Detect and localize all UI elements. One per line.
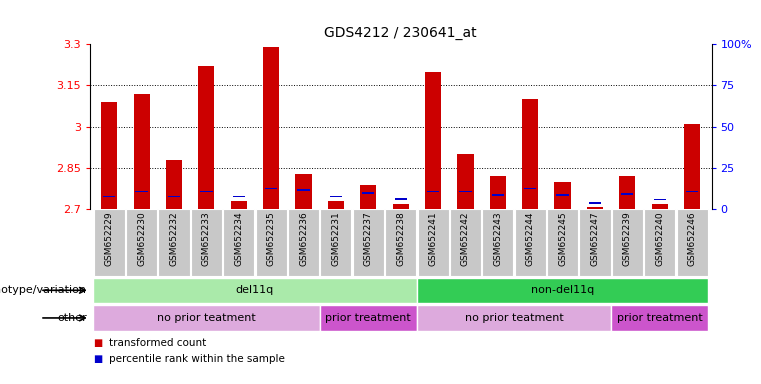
Bar	[158, 209, 189, 276]
Text: GSM652246: GSM652246	[688, 211, 696, 266]
Bar	[328, 201, 344, 209]
Text: non-del11q: non-del11q	[531, 285, 594, 295]
Bar	[492, 194, 504, 195]
Bar	[353, 209, 384, 276]
Text: del11q: del11q	[236, 285, 274, 295]
Bar	[231, 201, 247, 209]
Bar	[651, 204, 668, 209]
Text: ■: ■	[94, 338, 103, 348]
Bar	[524, 188, 537, 189]
Bar	[103, 195, 116, 197]
Text: GSM652230: GSM652230	[137, 211, 146, 266]
Bar	[265, 188, 277, 189]
Bar	[587, 207, 603, 209]
Bar	[621, 193, 633, 195]
Text: GSM652236: GSM652236	[299, 211, 308, 266]
Bar	[556, 194, 568, 195]
Bar	[320, 305, 417, 331]
Bar	[256, 209, 287, 276]
Text: other: other	[57, 313, 87, 323]
Bar	[385, 209, 416, 276]
Bar	[555, 182, 571, 209]
Text: GSM652241: GSM652241	[428, 211, 438, 266]
Bar	[320, 209, 352, 276]
Text: ■: ■	[94, 354, 103, 364]
Text: GSM652239: GSM652239	[622, 211, 632, 266]
Bar	[233, 195, 245, 197]
Bar	[394, 198, 407, 200]
Bar	[295, 174, 311, 209]
Bar	[450, 209, 481, 276]
Bar	[168, 195, 180, 197]
Bar	[417, 278, 708, 303]
Text: GSM652237: GSM652237	[364, 211, 373, 266]
Bar	[547, 209, 578, 276]
Bar	[288, 209, 319, 276]
Bar	[460, 190, 472, 192]
Bar	[644, 209, 675, 276]
Bar	[135, 190, 148, 192]
Text: prior treatment: prior treatment	[617, 313, 702, 323]
Bar	[126, 209, 158, 276]
Bar	[223, 209, 254, 276]
Bar	[166, 160, 182, 209]
Bar	[330, 195, 342, 197]
Bar	[263, 47, 279, 209]
Text: no prior teatment: no prior teatment	[157, 313, 256, 323]
Bar	[677, 209, 708, 276]
Text: prior treatment: prior treatment	[326, 313, 411, 323]
Text: GSM652245: GSM652245	[558, 211, 567, 266]
Text: percentile rank within the sample: percentile rank within the sample	[109, 354, 285, 364]
Bar	[199, 66, 215, 209]
Bar	[133, 94, 150, 209]
Text: GSM652233: GSM652233	[202, 211, 211, 266]
Bar	[362, 192, 374, 194]
Bar	[191, 209, 222, 276]
Bar	[619, 176, 635, 209]
Bar	[684, 124, 700, 209]
Text: transformed count: transformed count	[109, 338, 206, 348]
Bar	[417, 305, 611, 331]
Bar	[393, 204, 409, 209]
Title: GDS4212 / 230641_at: GDS4212 / 230641_at	[324, 26, 477, 40]
Text: genotype/variation: genotype/variation	[0, 285, 87, 295]
Bar	[482, 209, 514, 276]
Text: GSM652244: GSM652244	[526, 211, 535, 266]
Bar	[457, 154, 473, 209]
Bar	[654, 199, 666, 200]
Text: GSM652242: GSM652242	[461, 211, 470, 266]
Bar	[686, 190, 699, 192]
Bar	[514, 209, 546, 276]
Bar	[298, 189, 310, 190]
Bar	[94, 209, 125, 276]
Bar	[101, 102, 117, 209]
Text: GSM652231: GSM652231	[331, 211, 340, 266]
Bar	[200, 190, 212, 192]
Bar	[611, 305, 708, 331]
Text: GSM652238: GSM652238	[396, 211, 405, 266]
Text: GSM652235: GSM652235	[266, 211, 275, 266]
Bar	[490, 176, 506, 209]
Text: GSM652240: GSM652240	[655, 211, 664, 266]
Bar	[427, 190, 439, 192]
Text: GSM652232: GSM652232	[170, 211, 179, 266]
Bar	[93, 278, 417, 303]
Text: GSM652229: GSM652229	[105, 211, 113, 266]
Bar	[612, 209, 643, 276]
Text: no prior teatment: no prior teatment	[465, 313, 563, 323]
Bar	[425, 72, 441, 209]
Text: GSM652234: GSM652234	[234, 211, 244, 266]
Bar	[418, 209, 448, 276]
Bar	[579, 209, 610, 276]
Bar	[360, 185, 377, 209]
Bar	[589, 202, 601, 204]
Text: GSM652247: GSM652247	[591, 211, 600, 266]
Bar	[522, 99, 538, 209]
Bar	[93, 305, 320, 331]
Text: GSM652243: GSM652243	[493, 211, 502, 266]
